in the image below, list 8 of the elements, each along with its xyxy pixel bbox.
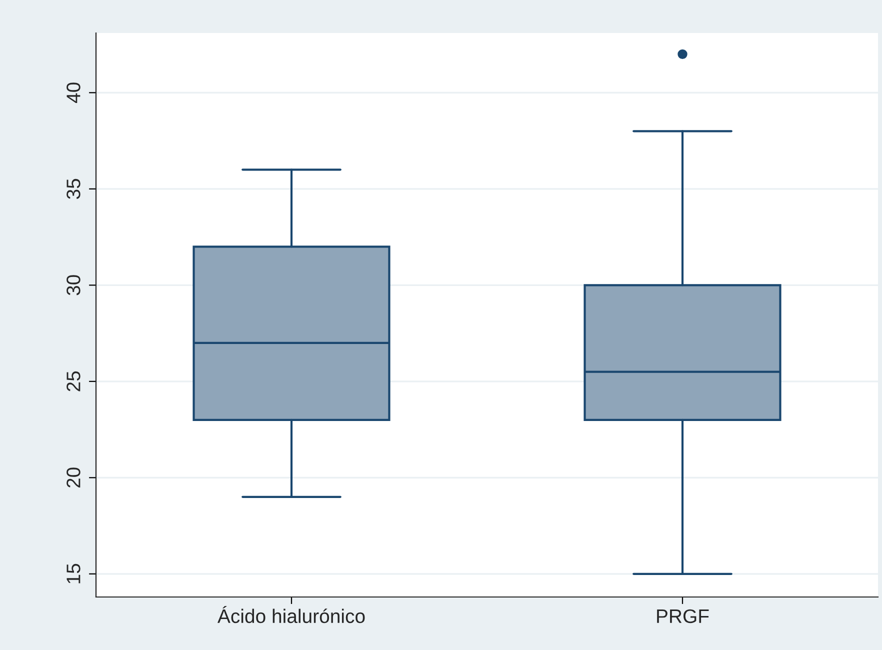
y-tick-label: 30 xyxy=(66,275,80,296)
y-tick-label: 15 xyxy=(66,564,80,584)
y-tick-label: 40 xyxy=(66,82,80,104)
x-tick-label: PRGF xyxy=(657,609,709,624)
y-tick-label: 25 xyxy=(66,371,80,392)
y-tick-label: 20 xyxy=(66,468,80,488)
x-tick-label: Ácido hialurónico xyxy=(218,606,365,624)
y-tick-label: 35 xyxy=(66,178,80,199)
